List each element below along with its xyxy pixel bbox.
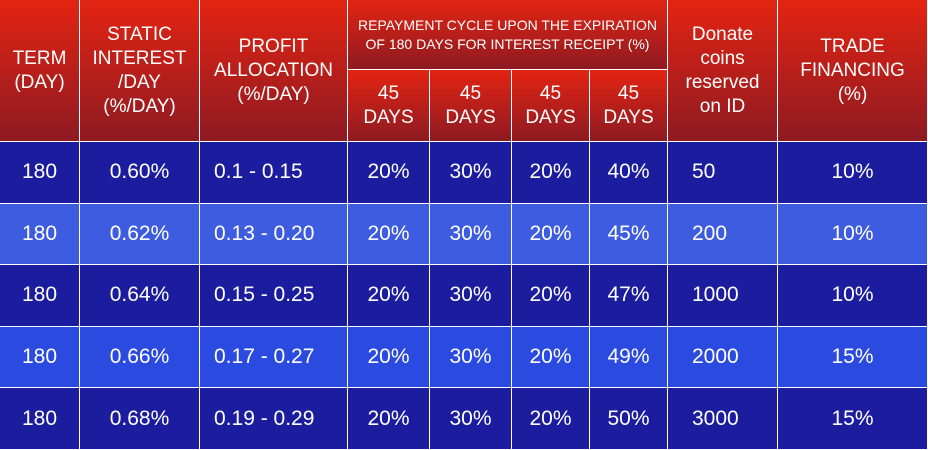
header-text: ALLOCATION xyxy=(214,59,333,81)
header-text: Donate xyxy=(691,23,754,45)
header-text: FINANCING xyxy=(800,59,905,81)
table-cell: 180 xyxy=(0,326,80,389)
table-cell: 0.1 - 0.15 xyxy=(200,142,348,204)
table-cell: 20% xyxy=(348,326,430,389)
table-cell: 10% xyxy=(778,203,928,266)
header-text: (%/DAY) xyxy=(103,95,176,117)
table-cell: 1000 xyxy=(668,265,778,327)
header-text: TRADE xyxy=(820,35,885,57)
header-text: OF 180 DAYS FOR INTEREST RECEIPT (%) xyxy=(365,35,650,52)
header-cell: TRADE FINANCING (%) xyxy=(778,0,928,142)
table-cell: 3000 xyxy=(668,388,778,450)
subheader-cell: 45 DAYS xyxy=(590,70,668,142)
table-cell: 0.66% xyxy=(80,326,200,389)
header-text: (%/DAY) xyxy=(237,83,310,105)
table-cell: 30% xyxy=(430,142,512,204)
table-cell: 10% xyxy=(778,142,928,204)
table-cell: 49% xyxy=(590,326,668,389)
table-cell: 20% xyxy=(348,265,430,327)
header-text: DAYS xyxy=(525,106,576,128)
table-cell: 45% xyxy=(590,203,668,266)
table-cell: 30% xyxy=(430,326,512,389)
table-cell: 30% xyxy=(430,203,512,266)
table-cell: 20% xyxy=(512,203,590,266)
table-cell: 20% xyxy=(512,388,590,450)
table-cell: 180 xyxy=(0,388,80,450)
table-cell: 0.60% xyxy=(80,142,200,204)
header-text: /DAY xyxy=(118,71,161,93)
table-cell: 0.64% xyxy=(80,265,200,327)
table-cell: 0.62% xyxy=(80,203,200,266)
header-text: on ID xyxy=(699,95,746,117)
table-cell: 0.15 - 0.25 xyxy=(200,265,348,327)
table-cell: 0.13 - 0.20 xyxy=(200,203,348,266)
subheader-cell: 45 DAYS xyxy=(512,70,590,142)
table-cell: 180 xyxy=(0,265,80,327)
header-text: (DAY) xyxy=(14,71,65,93)
table-cell: 47% xyxy=(590,265,668,327)
subheader-cell: 45 DAYS xyxy=(348,70,430,142)
table-cell: 0.68% xyxy=(80,388,200,450)
header-cell: REPAYMENT CYCLE UPON THE EXPIRATION OF 18… xyxy=(348,0,668,70)
table-cell: 0.19 - 0.29 xyxy=(200,388,348,450)
header-text: DAYS xyxy=(603,106,654,128)
header-text: DAYS xyxy=(363,106,414,128)
table-cell: 15% xyxy=(778,388,928,450)
header-text: (%) xyxy=(837,83,868,105)
subheader-cell: 45 DAYS xyxy=(430,70,512,142)
header-cell: TERM (DAY) xyxy=(0,0,80,142)
table-cell: 0.17 - 0.27 xyxy=(200,326,348,389)
header-text: DAYS xyxy=(445,106,496,128)
table-cell: 20% xyxy=(512,265,590,327)
header-text: 45 xyxy=(539,82,562,104)
table-cell: 200 xyxy=(668,203,778,266)
table-cell: 20% xyxy=(512,326,590,389)
header-text: 45 xyxy=(617,82,640,104)
table-cell: 30% xyxy=(430,265,512,327)
header-text: 45 xyxy=(377,82,400,104)
table-cell: 15% xyxy=(778,326,928,389)
header-text: REPAYMENT CYCLE UPON THE EXPIRATION xyxy=(358,16,657,33)
header-cell: Donate coins reserved on ID xyxy=(668,0,778,142)
table-cell: 50 xyxy=(668,142,778,204)
header-text: PROFIT xyxy=(238,35,309,57)
header-cell: STATIC INTEREST/DAY (%/DAY) xyxy=(80,0,200,142)
table-cell: 20% xyxy=(348,142,430,204)
header-cell: PROFIT ALLOCATION (%/DAY) xyxy=(200,0,348,142)
table-cell: 50% xyxy=(590,388,668,450)
table-cell: 20% xyxy=(348,388,430,450)
table-cell: 180 xyxy=(0,142,80,204)
table-cell: 180 xyxy=(0,203,80,266)
header-text: reserved xyxy=(685,71,760,93)
header-text: 45 xyxy=(459,82,482,104)
table-cell: 20% xyxy=(348,203,430,266)
table-cell: 40% xyxy=(590,142,668,204)
table-cell: 2000 xyxy=(668,326,778,389)
table-cell: 10% xyxy=(778,265,928,327)
header-text: STATIC xyxy=(107,23,172,45)
table-cell: 20% xyxy=(512,142,590,204)
header-text: TERM xyxy=(12,47,67,69)
header-text: coins xyxy=(700,47,745,69)
table-cell: 30% xyxy=(430,388,512,450)
header-text: INTEREST xyxy=(92,47,187,69)
